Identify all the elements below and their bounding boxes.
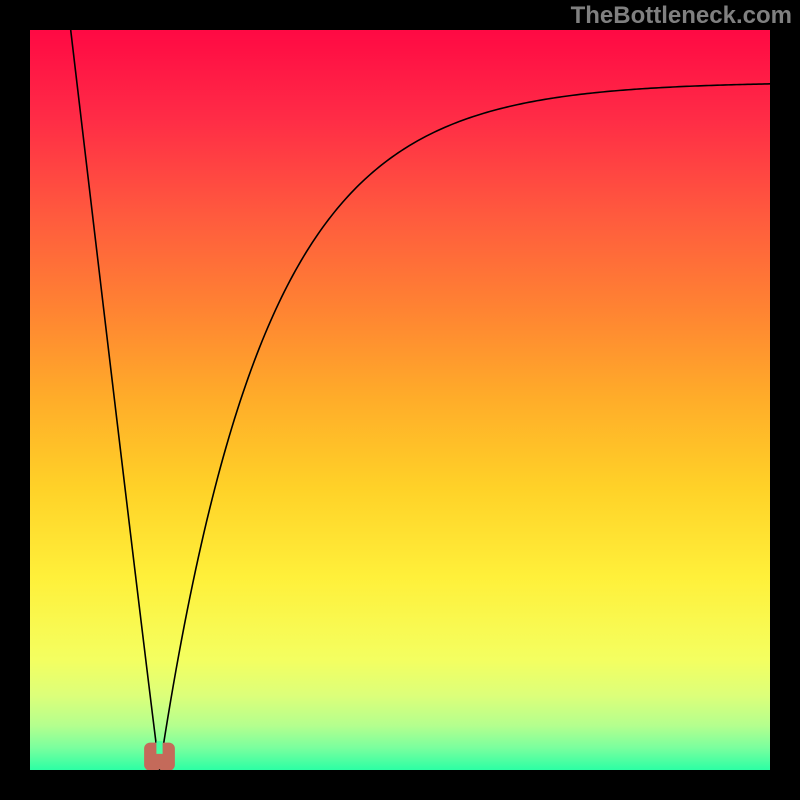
- plot-svg: [30, 30, 770, 770]
- minimum-marker: [144, 741, 175, 770]
- watermark-text: TheBottleneck.com: [571, 2, 792, 30]
- plot-area: [30, 30, 770, 770]
- gradient-background: [30, 30, 770, 770]
- chart-canvas: TheBottleneck.com: [0, 0, 800, 800]
